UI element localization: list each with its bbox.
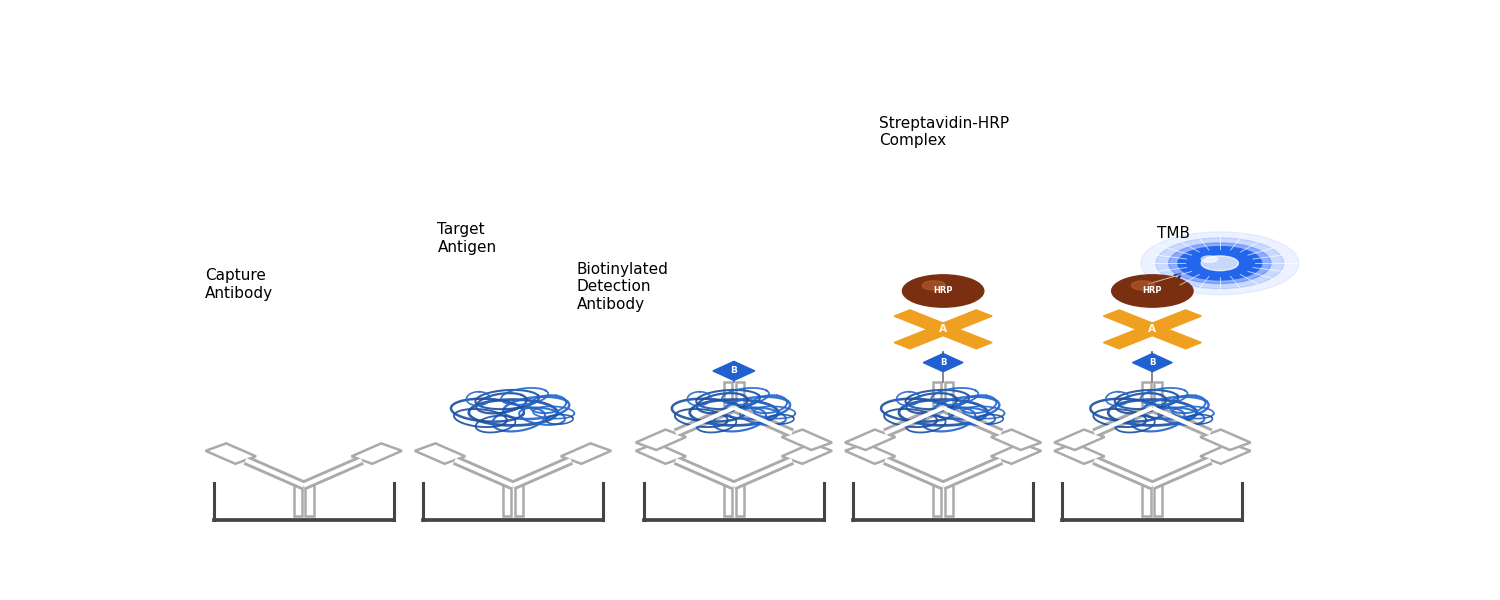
Text: A: A	[1149, 325, 1156, 334]
Bar	[724, 382, 732, 408]
Bar	[945, 485, 952, 515]
Bar	[1154, 382, 1162, 408]
Text: Biotinylated
Detection
Antibody: Biotinylated Detection Antibody	[578, 262, 669, 312]
Polygon shape	[636, 430, 686, 450]
Circle shape	[922, 281, 945, 290]
Text: Streptavidin-HRP
Complex: Streptavidin-HRP Complex	[879, 116, 1010, 148]
Text: B: B	[940, 358, 946, 367]
Polygon shape	[1200, 443, 1251, 464]
Polygon shape	[782, 430, 832, 450]
Polygon shape	[894, 326, 951, 349]
Bar	[503, 485, 512, 515]
Bar	[294, 485, 302, 515]
Circle shape	[1140, 232, 1299, 295]
Text: HRP: HRP	[933, 286, 952, 295]
Text: HRP: HRP	[1143, 286, 1162, 295]
Polygon shape	[1104, 326, 1161, 349]
Circle shape	[1112, 275, 1192, 307]
Bar	[933, 485, 942, 515]
Text: B: B	[730, 367, 738, 376]
Bar	[1154, 485, 1162, 515]
Polygon shape	[1104, 310, 1161, 332]
Polygon shape	[782, 443, 832, 464]
Polygon shape	[1144, 310, 1202, 332]
Polygon shape	[934, 310, 992, 332]
Text: B: B	[1149, 358, 1155, 367]
Text: Target
Antigen: Target Antigen	[438, 222, 497, 254]
Bar	[1143, 382, 1150, 408]
Bar	[933, 382, 942, 408]
Polygon shape	[206, 443, 257, 464]
Polygon shape	[1054, 443, 1104, 464]
Polygon shape	[1144, 326, 1202, 349]
Bar	[1143, 485, 1150, 515]
Polygon shape	[1132, 353, 1173, 371]
Bar	[735, 382, 744, 408]
Bar	[945, 382, 952, 408]
Polygon shape	[844, 430, 895, 450]
Circle shape	[903, 275, 984, 307]
Polygon shape	[934, 326, 992, 349]
Polygon shape	[894, 310, 951, 332]
Polygon shape	[636, 443, 686, 464]
Polygon shape	[1200, 430, 1251, 450]
Bar	[306, 485, 314, 515]
Polygon shape	[992, 430, 1041, 450]
Bar	[514, 485, 523, 515]
Circle shape	[1178, 247, 1262, 280]
Polygon shape	[416, 443, 465, 464]
Polygon shape	[922, 353, 963, 371]
Polygon shape	[992, 443, 1041, 464]
Bar	[724, 485, 732, 515]
Circle shape	[1202, 256, 1239, 271]
Circle shape	[1168, 243, 1270, 284]
Bar	[735, 485, 744, 515]
Text: A: A	[939, 325, 946, 334]
Polygon shape	[844, 443, 895, 464]
Circle shape	[1131, 281, 1155, 290]
Polygon shape	[712, 361, 754, 380]
Circle shape	[1202, 256, 1218, 262]
Polygon shape	[1054, 430, 1104, 450]
Text: Capture
Antibody: Capture Antibody	[206, 268, 273, 301]
Circle shape	[1156, 238, 1284, 289]
Polygon shape	[351, 443, 402, 464]
Text: TMB: TMB	[1156, 226, 1190, 241]
Polygon shape	[561, 443, 610, 464]
